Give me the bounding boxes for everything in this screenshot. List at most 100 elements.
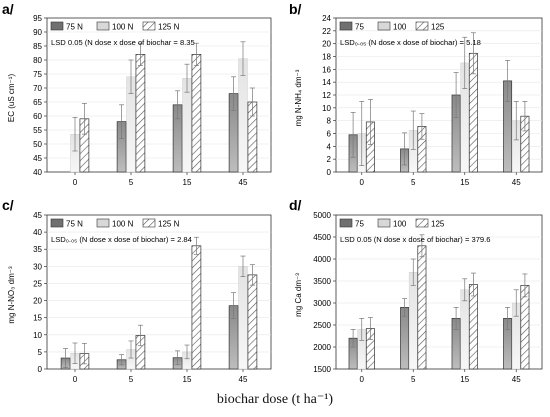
legend-label: 75	[355, 23, 364, 32]
y-tick-label: 85	[33, 42, 42, 51]
y-tick-label: 25	[33, 279, 42, 288]
legend-label: 75	[355, 220, 364, 229]
y-tick-label: 45	[33, 211, 42, 220]
legend-swatch	[96, 21, 110, 31]
y-tick-label: 40	[33, 228, 42, 237]
error-bar	[513, 101, 519, 141]
legend-swatch	[96, 218, 110, 228]
error-bar	[522, 101, 528, 132]
legend-swatch	[377, 21, 391, 31]
x-tick-label: 5	[411, 178, 416, 187]
error-bar	[453, 72, 459, 118]
y-tick-label: 55	[33, 126, 42, 135]
error-bar	[410, 258, 416, 286]
error-bar	[249, 264, 255, 286]
error-bar	[231, 76, 237, 111]
error-bar	[72, 117, 78, 152]
y-tick-label: 15	[33, 314, 42, 323]
error-bar	[470, 32, 476, 75]
y-tick-label: 40	[33, 168, 42, 177]
panel-a: a/ EC (uS cm⁻¹) 404550556065707580859095…	[2, 1, 272, 187]
error-bar	[522, 273, 528, 298]
error-bar	[193, 236, 199, 255]
y-tick-label: 12	[322, 91, 331, 100]
legend-swatch	[339, 21, 353, 31]
y-tick-label: 0	[38, 365, 43, 374]
lsd-annotation: LSD₀.₀₅ (N dose x dose of biochar) = 2.8…	[51, 235, 192, 244]
legend-swatch	[415, 21, 429, 31]
y-tick-label: 95	[33, 14, 42, 23]
error-bar	[231, 292, 237, 320]
y-tick-label: 24	[322, 14, 331, 23]
error-bar	[72, 342, 78, 364]
bar-100-5	[408, 272, 418, 370]
error-bar	[193, 42, 199, 66]
legend-label: 75 N	[66, 220, 83, 229]
panel-c: c/ mg N-NO₃ dm⁻³ 0 5 10 15 20 25 30 35 40 45 0 5 15 4…	[2, 197, 272, 384]
panel-d-plot: 1500 2000 2500 3000 3500 4000 4500 5000 0 5 15 45 75…	[313, 211, 543, 384]
y-tick-label: 6	[327, 130, 332, 139]
error-bar	[184, 344, 190, 360]
lsd-annotation: LSD₀.₀₅ (N dose x dose of biochar) = 5.1…	[340, 38, 481, 47]
bar-125n-45	[247, 274, 258, 370]
y-tick-label: 75	[33, 70, 42, 79]
bar-125-5	[417, 245, 427, 370]
y-tick-label: 8	[327, 117, 332, 126]
y-tick-label: 0	[327, 168, 332, 177]
y-tick-label: 30	[33, 262, 42, 271]
error-bar	[359, 318, 365, 341]
y-tick-label: 14	[322, 78, 331, 87]
legend-label: 100	[393, 23, 407, 32]
legend-swatch	[415, 218, 429, 228]
y-tick-label: 45	[33, 154, 42, 163]
error-bar	[81, 342, 87, 365]
y-tick-label: 2500	[313, 321, 331, 330]
error-bar	[249, 87, 255, 117]
error-bar	[128, 340, 134, 359]
panel-d: d/ mg Ca dm⁻³ 1500 2000 2500 3000 3500 4000 45…	[289, 197, 543, 384]
y-tick-label: 3500	[313, 277, 331, 286]
error-bar	[505, 307, 511, 330]
error-bar	[462, 278, 468, 302]
error-bar	[119, 104, 125, 139]
x-tick-label: 15	[460, 178, 469, 187]
y-tick-label: 22	[322, 27, 331, 36]
legend: 75 100 125	[339, 218, 445, 229]
x-tick-label: 0	[73, 375, 78, 384]
y-tick-label: 5000	[313, 211, 331, 220]
legend-label: 100 N	[112, 23, 134, 32]
legend-swatch	[142, 21, 156, 31]
error-bar	[350, 111, 356, 158]
x-tick-label: 15	[183, 375, 192, 384]
panel-c-label: c/	[2, 197, 14, 213]
y-tick-label: 20	[33, 297, 42, 306]
legend-swatch	[142, 218, 156, 228]
error-bar	[453, 307, 459, 330]
y-tick-label: 65	[33, 98, 42, 107]
legend: 75 N 100 N 125 N	[50, 218, 180, 229]
x-tick-label: 5	[129, 178, 134, 187]
y-tick-label: 70	[33, 84, 42, 93]
error-bar	[137, 324, 143, 347]
y-tick-label: 35	[33, 245, 42, 254]
bar-100-15	[460, 289, 470, 370]
legend-label: 125 N	[158, 220, 180, 229]
x-tick-label: 5	[411, 375, 416, 384]
x-tick-label: 45	[239, 375, 248, 384]
legend-swatch	[50, 218, 64, 228]
error-bar	[505, 59, 511, 102]
y-tick-label: 10	[33, 331, 42, 340]
error-bar	[81, 103, 87, 135]
y-tick-label: 2	[327, 155, 332, 164]
legend-label: 125	[431, 220, 445, 229]
error-bar	[240, 255, 246, 277]
lsd-annotation: LSD 0.05 (N dose x dose of biochar) = 37…	[340, 235, 491, 244]
panel-b-ylabel: mg N-NH₄ dm⁻³	[294, 69, 303, 126]
y-tick-label: 60	[33, 112, 42, 121]
panel-a-plot: 40 45 50 55 60 65 70 75 80 85 90 95 0 5 15 45 75 N 100 N 1…	[33, 14, 272, 187]
bar-125n-15	[191, 54, 202, 173]
bar-125-45	[520, 285, 530, 370]
error-bar	[462, 36, 468, 89]
